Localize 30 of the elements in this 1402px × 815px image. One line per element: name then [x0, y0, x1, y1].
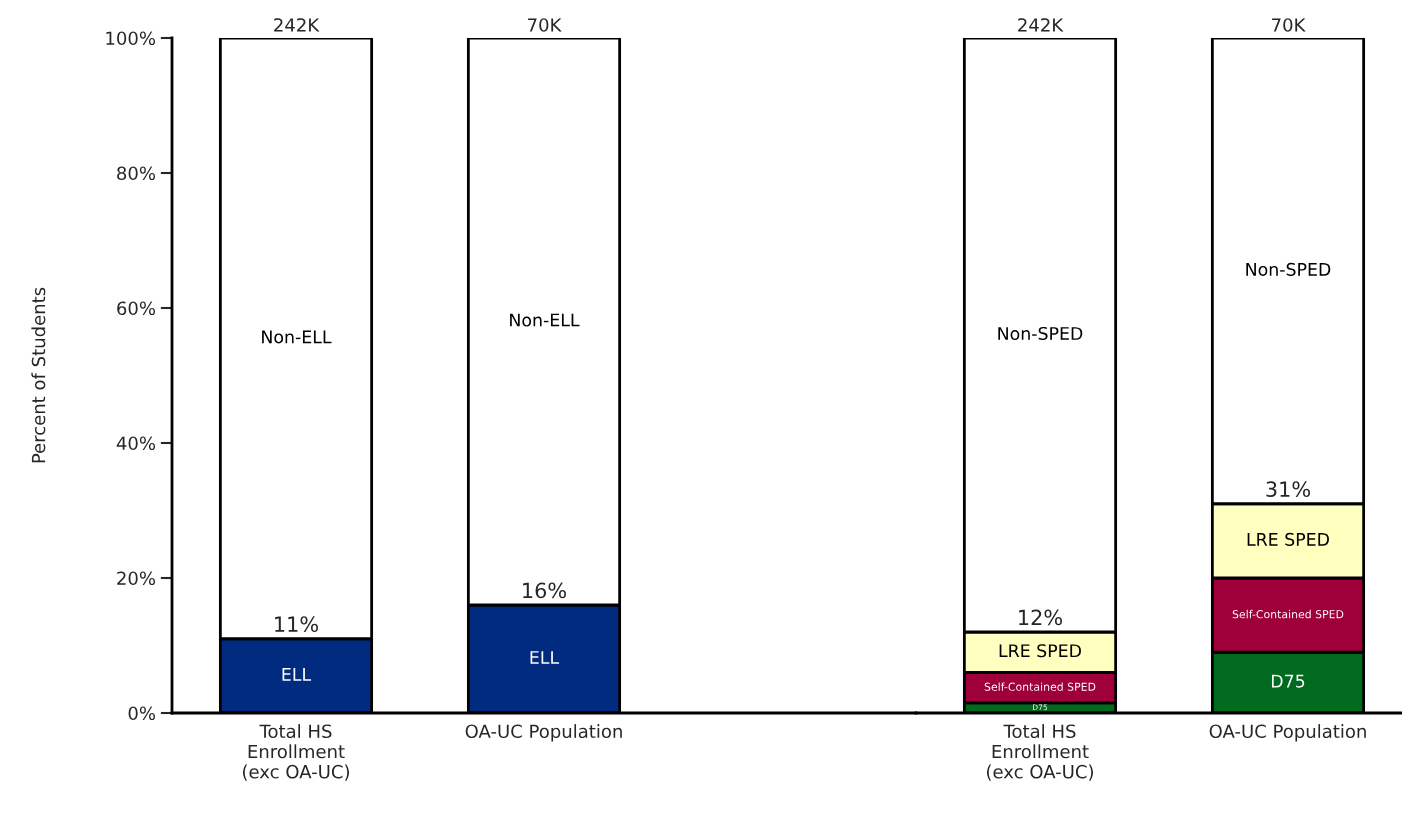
series-label: LRE SPED	[999, 644, 1081, 658]
text: Non-SPED	[1246, 262, 1331, 276]
text: Non-ELL	[510, 313, 580, 327]
annotation: 16%	[523, 582, 566, 599]
text: D75	[1271, 674, 1305, 688]
x-tick-label: OA-UC Population	[1209, 724, 1366, 742]
series-label: Non-ELL	[262, 330, 332, 344]
text: ELL	[530, 651, 560, 664]
annotation: 11%	[275, 616, 318, 633]
text: LRE SPED	[1247, 532, 1329, 546]
annotation: 70K	[528, 18, 562, 32]
y-tick-label: 80%	[117, 166, 156, 181]
x-tick-label: OA-UC Population	[465, 724, 622, 742]
x-tick-label: Total HS Enrollment (exc OA-UC)	[243, 724, 349, 781]
annotation: 31%	[1266, 481, 1310, 498]
y-axis-title: Percent of Students	[31, 287, 46, 463]
annotation: 12%	[1019, 609, 1062, 626]
y-tick-label: 20%	[117, 571, 156, 586]
annotation: 242K	[274, 18, 320, 32]
series-label: Non-SPED	[998, 326, 1083, 341]
y-tick-label: 100%	[106, 31, 156, 46]
y-tick-label: 60%	[117, 301, 156, 316]
y-tick-label: 0%	[128, 706, 156, 721]
series-label: ELL	[282, 668, 312, 681]
y-tick-label: 40%	[116, 436, 156, 451]
text: Self-Contained SPED	[1232, 609, 1344, 619]
x-tick-label: Total HS Enrollment (exc OA-UC)	[987, 724, 1093, 781]
annotation: 242K	[1018, 18, 1064, 32]
annotation: 70K	[1272, 18, 1306, 32]
series-label: Self-Contained SPED	[984, 682, 1096, 691]
